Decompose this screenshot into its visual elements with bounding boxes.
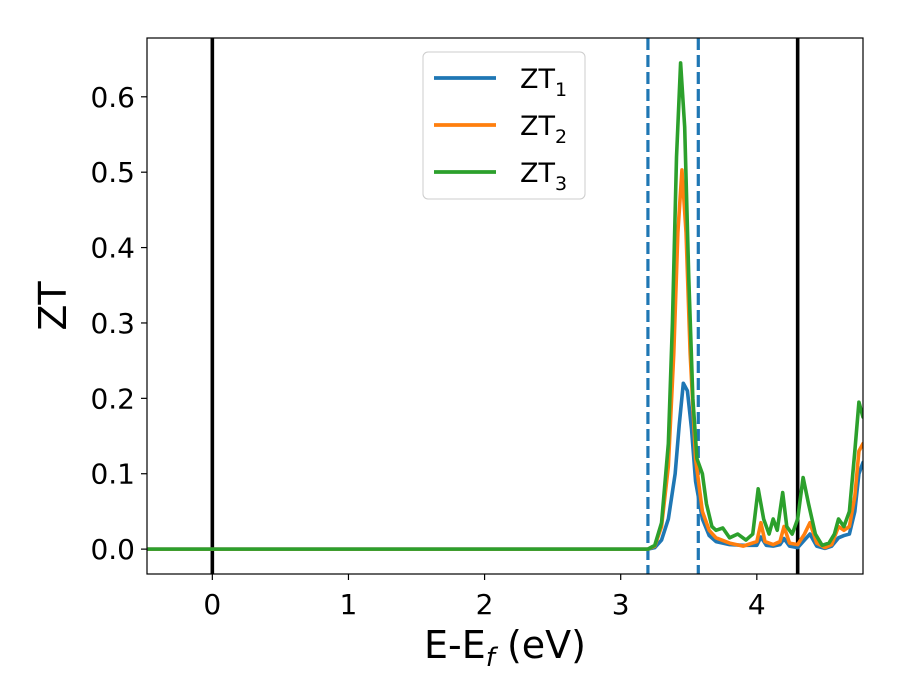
x-tick-label: 4: [748, 588, 766, 621]
x-axis-label-main: E-E: [424, 623, 486, 667]
x-tick-label: 0: [203, 588, 221, 621]
y-tick-label: 0.3: [90, 307, 135, 340]
y-tick-label: 0.2: [90, 382, 135, 415]
x-tick-label: 2: [476, 588, 494, 621]
x-axis-label: E-Ef (eV): [424, 623, 586, 673]
legend: ZT1 ZT2 ZT3: [422, 51, 586, 200]
series-line-zt2: [147, 168, 863, 551]
series-line-zt3: [147, 61, 863, 551]
plot-layer: [147, 38, 863, 574]
legend-label-zt1: ZT1: [520, 64, 567, 101]
y-tick-label: 0.1: [90, 458, 135, 491]
x-tick-label: 3: [612, 588, 630, 621]
y-tick-label: 0.5: [90, 156, 135, 189]
legend-label-zt2: ZT2: [520, 111, 567, 148]
legend-label-zt3: ZT3: [520, 158, 567, 195]
y-tick-label: 0.6: [90, 81, 135, 114]
y-tick-label: 0.0: [90, 533, 135, 566]
legend-box: [422, 51, 586, 200]
y-tick-label: 0.4: [90, 232, 135, 265]
y-axis-label: ZT: [31, 281, 75, 331]
ticks-layer: 0 1 2 3 4 0.0 0.1 0.2 0.3 0.4 0.5 0.6: [90, 81, 765, 621]
plot-frame: [146, 37, 864, 575]
x-axis-label-unit: (eV): [495, 623, 586, 667]
x-tick-label: 1: [340, 588, 358, 621]
